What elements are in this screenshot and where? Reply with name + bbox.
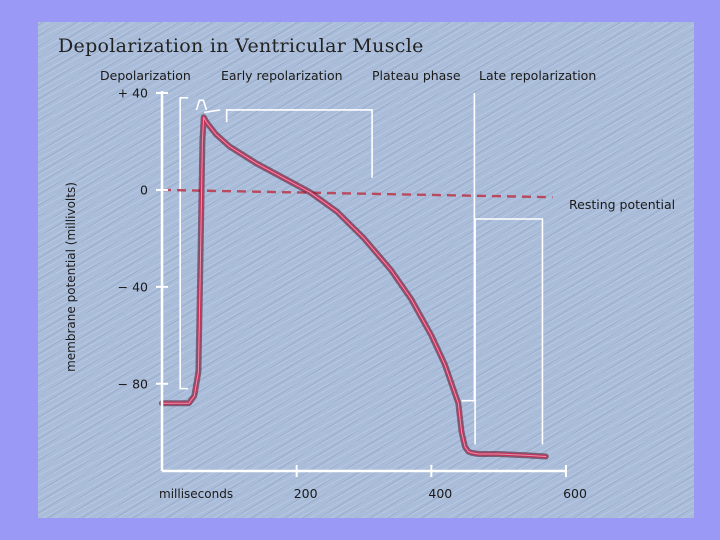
phase-labels: Depolarization Early repolarization Platea…: [100, 68, 675, 212]
x-tick-label: 600: [563, 486, 587, 501]
phase-label-plateau: Plateau phase: [372, 68, 461, 83]
y-ticks: + 40 0 − 40 − 80: [118, 86, 168, 391]
chart-title: Depolarization in Ventricular Muscle: [58, 35, 424, 57]
phase-label-late: Late repolarization: [479, 68, 596, 83]
phase-label-resting: Resting potential: [569, 197, 675, 212]
y-tick-label: − 80: [118, 376, 148, 391]
axes: + 40 0 − 40 − 80 200 400 600: [118, 86, 587, 502]
x-tick-label: 400: [428, 486, 452, 501]
trace-line: [160, 115, 548, 459]
early-repolarization-bracket: [195, 99, 208, 111]
resting-potential-line: [161, 188, 553, 199]
y-tick-label: 0: [140, 182, 148, 197]
plateau-bracket: [225, 109, 373, 178]
slide-panel: Depolarization in Ventricular Muscle + 4…: [38, 22, 694, 518]
y-tick-label: + 40: [118, 86, 148, 101]
depolarization-bracket: [179, 97, 189, 390]
phase-label-early: Early repolarization: [221, 68, 343, 83]
chart: Depolarization in Ventricular Muscle + 4…: [58, 35, 675, 502]
y-tick-label: − 40: [118, 279, 148, 294]
x-axis-label: milliseconds: [159, 487, 233, 501]
x-tick-label: 200: [294, 486, 318, 501]
phase-label-depolarization: Depolarization: [100, 68, 191, 83]
x-ticks: 200 400 600: [294, 465, 587, 501]
trace-group: [159, 114, 549, 460]
trace-highlight: [161, 116, 547, 457]
resting-potential-bracket: [474, 218, 544, 445]
late-repolarization-bracket: [461, 93, 476, 402]
trace-shadow: [159, 114, 549, 460]
phase-brackets: [179, 93, 544, 445]
depolarization-cap: [204, 109, 221, 114]
y-axis-label: membrane potential (millivolts): [64, 182, 78, 372]
